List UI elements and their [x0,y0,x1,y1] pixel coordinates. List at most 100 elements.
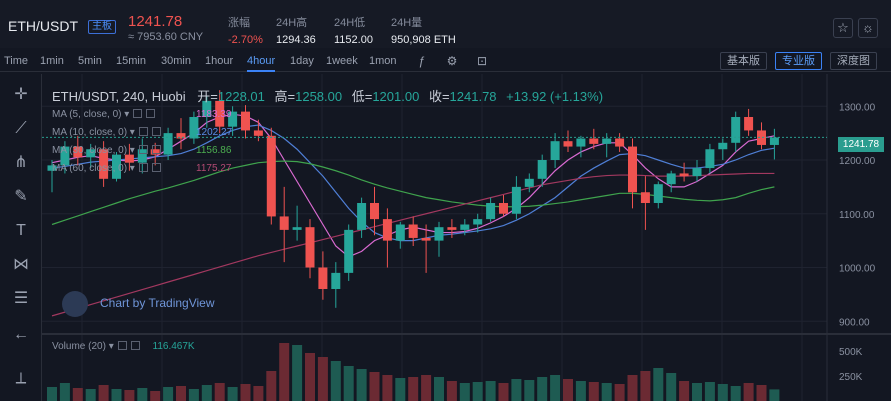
candle-body [460,224,470,230]
gear-icon[interactable] [146,109,156,118]
tf-1mon[interactable]: 1mon [369,55,397,67]
tf-1min[interactable]: 1min [40,55,64,67]
version-basic[interactable]: 基本版 [720,52,767,70]
volume-value: 116.467K [152,341,195,352]
price-tick-label: 1200.00 [839,156,876,167]
stat-24h-low: 24H低 1152.00 [334,17,373,46]
candle-body [640,192,650,203]
price-chart[interactable]: 900.00 1000.00 1100.00 1200.00 1300.00 500K 25… [42,74,891,401]
arrow-left-icon[interactable]: ← [13,326,29,343]
fork-icon[interactable]: ⋔ [14,154,28,171]
candle-body [73,146,83,158]
volume-bar [640,371,651,401]
drawing-tools: ✛ ⟋ ⋔ ✎ T ⋈ ☰ ← ⟂ [0,74,42,401]
candle-body [421,237,431,241]
volume-bar [279,343,290,401]
candle-body [473,219,483,225]
volume-bar [214,383,225,401]
fib-icon[interactable]: ☰ [13,290,29,307]
candle-body [266,135,276,217]
ohlc-legend: ETH/USDT, 240, Huobi 开=1228.01 高=1258.00… [52,89,604,104]
volume-bar [72,388,83,401]
volume-bar [472,382,483,401]
candle-body [563,141,573,147]
candle-body [318,267,328,289]
tf-5min[interactable]: 5min [78,55,102,67]
candle-body [537,160,547,179]
volume-bar [498,383,509,401]
tf-1day[interactable]: 1day [290,55,314,67]
text-icon[interactable]: T [16,222,26,239]
current-price-tag: 1241.78 [838,137,884,152]
crosshair-icon[interactable]: ✛ [14,86,28,103]
candle-body [124,154,134,163]
tf-4hour[interactable]: 4hour [247,55,276,72]
version-pro[interactable]: 专业版 [775,52,822,70]
gear-icon[interactable] [151,127,161,136]
eye-icon[interactable] [138,127,148,136]
pair-name[interactable]: ETH/USDT [8,18,78,34]
candle-body [99,149,109,179]
volume-bar [704,382,715,401]
candle-body [176,133,186,139]
volume-bar [356,369,367,401]
indicator-icon[interactable]: ƒ [418,54,426,68]
trend-line-icon[interactable]: ⟋ [15,120,27,137]
tradingview-watermark[interactable]: Chart by TradingView [100,296,215,310]
eye-icon[interactable] [133,109,143,118]
ma30-legend[interactable]: MA (30, close, 0) ▾ 1156.86 [52,145,232,156]
volume-bar [679,381,690,401]
volume-bar [692,383,702,401]
tf-1hour[interactable]: 1hour [205,55,234,67]
eye-icon[interactable] [138,145,148,154]
star-icon[interactable]: ☆ [833,18,853,38]
legend-close: 1241.78 [449,89,497,104]
ma60-legend[interactable]: MA (60, close, 0) ▾ 1175.27 [52,163,232,174]
volume-bar [176,386,186,401]
ma5-legend[interactable]: MA (5, close, 0) ▾ 1183.39 [52,109,232,120]
stat-change: 涨幅 -2.70% [228,17,263,46]
volume-bar [769,389,780,401]
gear-icon[interactable] [130,341,140,350]
volume-bar [201,385,212,401]
legend-low: 1201.00 [372,89,420,104]
price-tick-label: 900.00 [839,317,870,328]
candle-body [241,111,250,131]
candle-body [163,133,173,155]
eye-icon[interactable] [138,163,148,172]
volume-bar [98,385,109,401]
volume-bar [369,372,380,401]
eye-icon[interactable] [117,341,127,350]
volume-bar [382,375,393,401]
volume-bar [227,387,238,401]
gear-icon[interactable] [151,145,161,154]
tf-30min[interactable]: 30min [161,55,191,67]
ma10-legend[interactable]: MA (10, close, 0) ▾ 1202.27 [52,127,233,138]
candle-body [576,138,586,147]
volume-bar [124,390,135,401]
candle-body [344,229,354,273]
candle-body [331,272,341,289]
volume-bar [253,386,264,401]
gear-icon[interactable] [151,163,161,172]
volume-bar [137,388,148,401]
tf-time[interactable]: Time [4,55,29,67]
volume-bar [524,380,535,401]
volume-bar [653,368,664,401]
tf-1week[interactable]: 1week [326,55,358,67]
candle-body [447,227,457,230]
volume-bar [292,345,303,401]
volume-bar [317,357,328,401]
brush-icon[interactable]: ✎ [14,188,28,205]
ruler-icon[interactable]: ⟂ [15,370,27,387]
candle-body [305,227,315,268]
candle-body [215,100,225,127]
pattern-icon[interactable]: ⋈ [13,256,29,273]
candle-body [705,149,715,169]
version-depth[interactable]: 深度图 [830,52,877,70]
screenshot-icon[interactable]: ⊡ [476,54,488,68]
settings-sun-icon[interactable]: ☼ [858,18,878,38]
settings-icon[interactable]: ⚙ [446,54,458,68]
volume-bar [150,391,161,401]
tf-15min[interactable]: 15min [116,55,146,67]
